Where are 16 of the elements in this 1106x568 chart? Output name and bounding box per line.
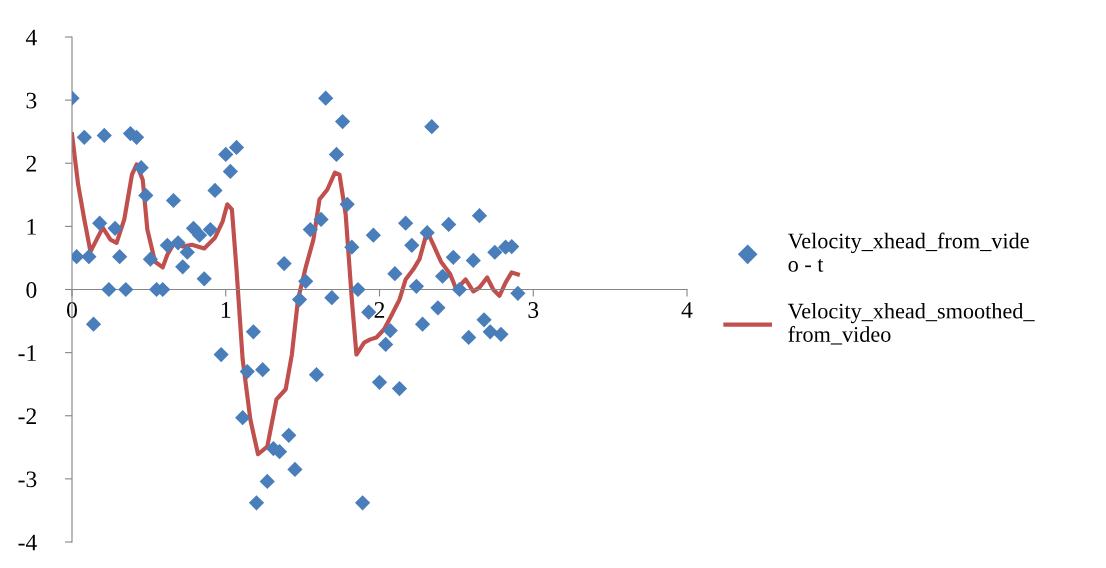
legend-label: Velocity_xhead_smoothed_from_video <box>787 302 1035 345</box>
y-tick-label: 3 <box>26 92 37 109</box>
y-tick-label: -2 <box>18 408 36 424</box>
x-tick-label: 4 <box>681 302 693 318</box>
x-tick-label: 0 <box>67 301 77 318</box>
y-tick-label: 1 <box>27 218 36 235</box>
y-tick-label: -3 <box>18 471 37 488</box>
y-tick-label: -1 <box>18 345 36 361</box>
y-tick-label: 0 <box>26 281 37 298</box>
y-tick-label: 2 <box>26 155 36 172</box>
legend-label: Velocity_xhead_from_video - t <box>787 232 1029 272</box>
x-tick-label: 3 <box>528 302 539 318</box>
y-tick-label: 4 <box>25 29 37 46</box>
x-tick-label: 2 <box>374 302 385 318</box>
y-tick-label: -4 <box>18 534 37 551</box>
x-tick-label: 1 <box>221 302 231 318</box>
